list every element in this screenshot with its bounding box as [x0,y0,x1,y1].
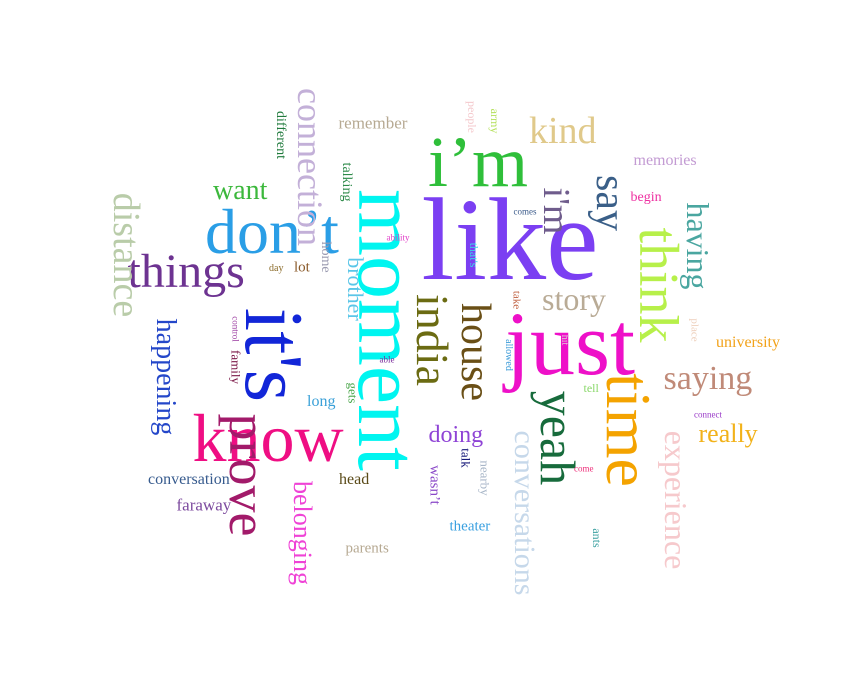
word-story: story [542,281,606,317]
word-allowed: allowed [502,339,514,371]
word-tell: tell [583,381,599,395]
word-saying: saying [663,360,753,397]
word-lot: lot [294,259,310,276]
word-place: place [688,318,701,342]
word-come: come [574,463,594,474]
word-distance: distance [104,192,147,318]
word-know: know [192,400,344,476]
word-time: time [592,373,664,487]
word-connect: connect [694,409,722,420]
word-kind: kind [529,110,597,152]
word-dont: don’t [205,196,339,267]
word-conversation: conversation [148,471,230,488]
word-experience: experience [657,430,694,570]
word-head: head [339,471,370,488]
word-want: want [213,175,268,206]
word-able: able [379,354,395,365]
word-like: like [421,174,599,305]
word-im: i’m [428,122,528,202]
word-talking: talking [338,162,354,202]
word-having: having [680,202,717,290]
word-hit: hit [558,334,570,346]
word-nearby: nearby [477,460,493,496]
word-doing: doing [428,422,484,448]
word-people: people [465,101,479,133]
word-memories: memories [633,152,697,169]
word-india: india [406,294,458,386]
word-comes: comes [513,206,537,217]
word-begin: begin [630,190,662,205]
word-connection: connection [289,88,330,246]
word-different: different [272,111,288,159]
word-im-straight: i'm [534,187,577,235]
word-family: family [228,350,244,384]
word-remember: remember [338,113,408,133]
word-house: house [452,303,498,401]
word-brother: brother [342,257,368,321]
word-control: control [230,316,241,342]
word-university: university [716,334,780,351]
word-army: army [487,108,502,134]
word-theater: theater [449,518,491,535]
word-long: long [307,393,336,410]
word-conversations: conversations [507,430,541,596]
word-faraway: faraway [176,495,232,515]
word-gets: gets [345,382,361,404]
word-things: things [127,245,245,298]
word-really: really [698,419,758,448]
word-talk: talk [458,448,474,468]
word-day: day [269,263,284,274]
word-ability: ability [386,232,410,243]
word-home: home [318,241,334,273]
word-think: think [627,227,690,343]
word-ants: ants [590,528,605,548]
word-belonging: belonging [288,481,317,585]
word-parents: parents [345,540,389,557]
word-say: say [587,175,633,231]
word-thats: that's [466,242,481,268]
word-take: take [510,290,523,310]
word-just: just [505,295,636,394]
word-happening: happening [149,318,181,436]
word-wasnt: wasn’t [426,465,443,505]
